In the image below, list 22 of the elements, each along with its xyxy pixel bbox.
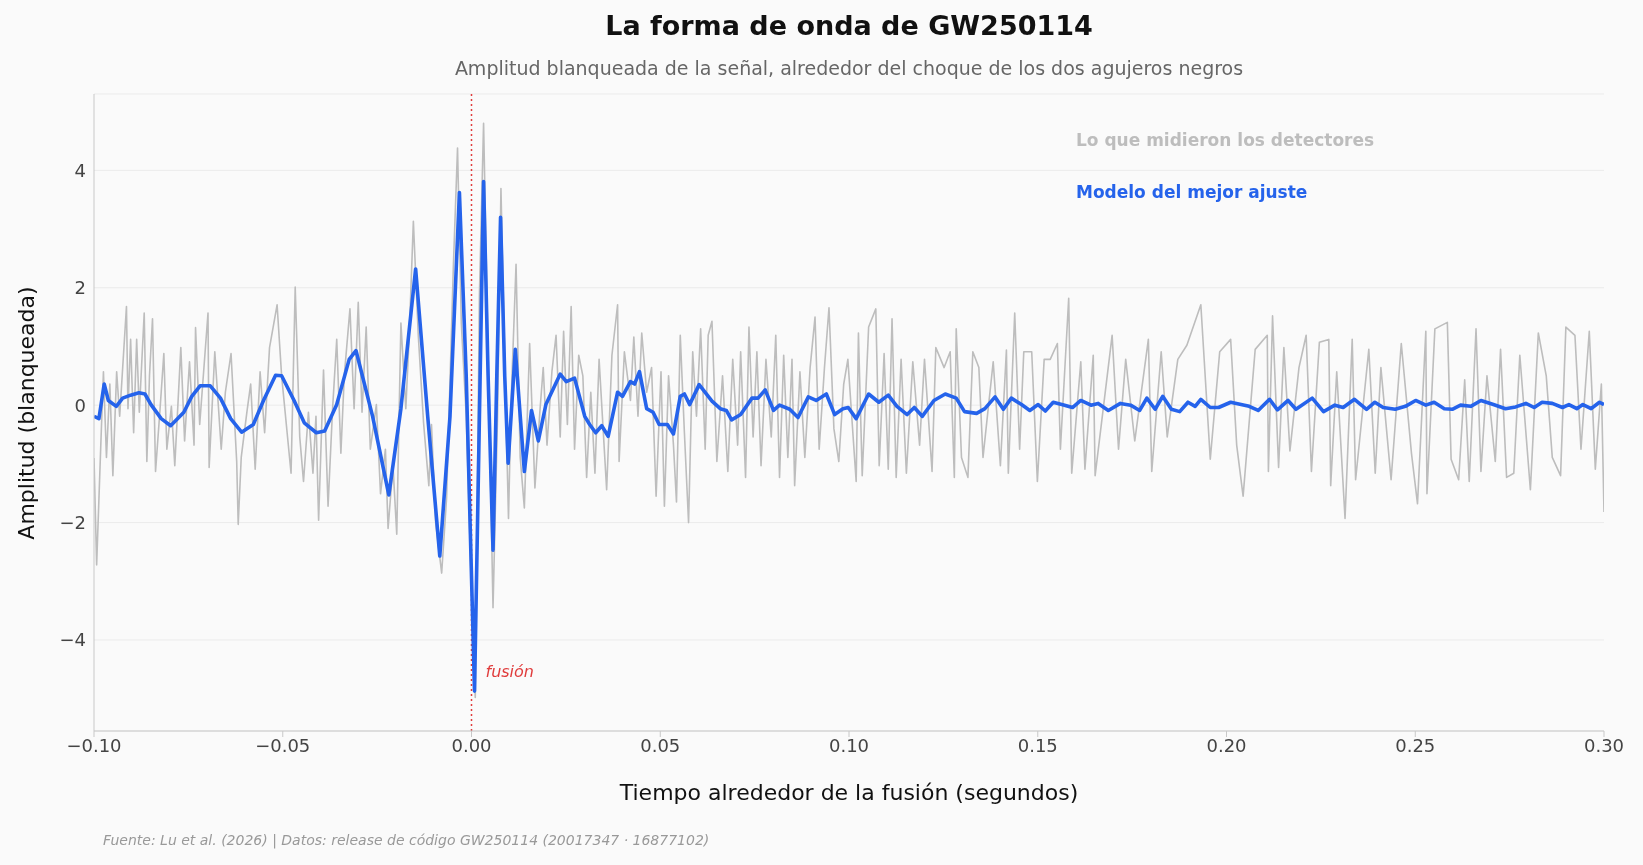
chart-title: La forma de onda de GW250114 [604, 10, 1094, 41]
y-tick-label: −4 [59, 629, 86, 651]
x-tick-label: 0.15 [1017, 734, 1058, 756]
x-tick-label: −0.10 [66, 734, 122, 756]
y-tick-label: −2 [59, 511, 86, 533]
x-tick-label: 0.30 [1583, 734, 1625, 756]
text: Lo que midieron los detectores [1076, 130, 1375, 150]
x-tick-label: 0.25 [1395, 734, 1436, 756]
source-note: Fuente: Lu et al. (2026) | Datos: release de código GW250114 (20017347 · 16877102) [103, 832, 710, 848]
x-tick-label: 0.10 [828, 734, 870, 756]
x-tick-label: 0.05 [640, 734, 681, 756]
y-tick-label: 4 [74, 159, 86, 181]
y-tick-label: 0 [74, 394, 86, 416]
x-axis-title: Tiempo alrededor de la fusión (segundos) [618, 780, 1080, 805]
chart-subtitle: Amplitud blanqueada de la señal, alrededor del choque de los dos agujeros negros [453, 57, 1245, 79]
x-tick-label: 0.20 [1206, 734, 1247, 756]
ref-line-label: fusión [485, 662, 534, 681]
x-tick-label: −0.05 [255, 734, 311, 756]
text: Modelo del mejor ajuste [1076, 182, 1309, 202]
y-tick-label: 2 [74, 277, 86, 299]
x-tick-label: 0.00 [451, 734, 492, 756]
y-axis-title: Amplitud (blanqueada) [13, 285, 39, 540]
